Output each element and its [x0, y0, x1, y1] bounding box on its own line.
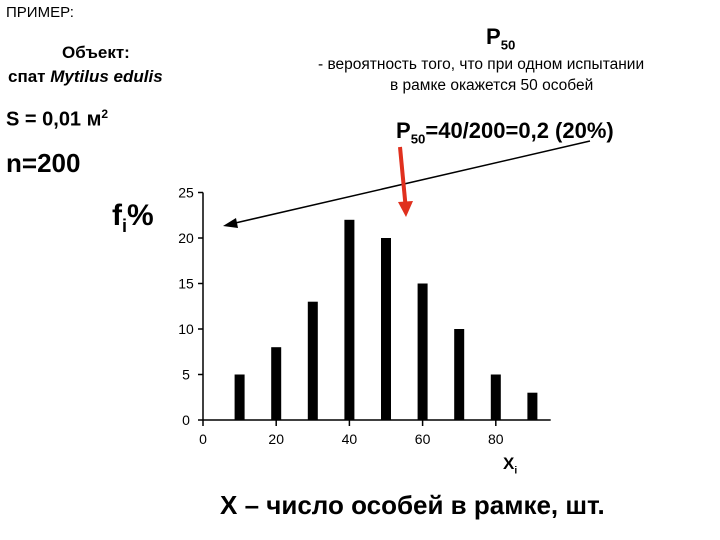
y-tick-label: 20 — [178, 230, 194, 246]
example-label: ПРИМЕР: — [6, 4, 74, 21]
area-sup: 2 — [101, 107, 109, 121]
y-label-sub: i — [122, 216, 128, 236]
species-prefix: спат — [8, 67, 46, 86]
bar — [271, 347, 282, 420]
y-label-main: f — [112, 199, 122, 232]
bar — [234, 374, 245, 420]
pointer-arrowhead — [223, 218, 238, 228]
x-label-main: X — [503, 454, 515, 473]
y-axis-label: fi% — [112, 199, 154, 237]
pointer-line — [230, 140, 591, 225]
bar — [527, 392, 538, 420]
p50-main: Р — [486, 24, 501, 49]
calc-rest: =40/200=0,2 (20%) — [425, 118, 614, 143]
area-main: S = 0,01 м — [6, 108, 102, 131]
bar — [307, 301, 318, 420]
x-axis-label: Xi — [503, 454, 517, 476]
area-label: S = 0,01 м2 — [6, 107, 108, 132]
p50-label: Р50 — [486, 24, 515, 52]
bar — [381, 238, 391, 420]
x-tick-label: 80 — [488, 431, 504, 447]
bar — [454, 329, 465, 420]
n-label: n=200 — [6, 148, 81, 178]
species-name: Mytilus edulis — [50, 67, 163, 86]
x-axis-title: X – число особей в рамке, шт. — [220, 490, 605, 520]
y-tick-label: 25 — [178, 185, 194, 201]
p50-description-line2: в рамке окажется 50 особей — [390, 77, 594, 94]
p50-sub: 50 — [500, 37, 516, 53]
x-tick-label: 20 — [268, 431, 284, 447]
bar — [344, 219, 355, 420]
red-arrow-line — [398, 146, 408, 206]
calc-sub: 50 — [410, 131, 426, 147]
y-tick-label: 10 — [178, 321, 194, 337]
y-tick-label: 0 — [182, 412, 190, 428]
y-tick-label: 5 — [182, 367, 190, 383]
object-label: Объект: — [62, 43, 130, 62]
p50-calculation: Р50=40/200=0,2 (20%) — [396, 118, 614, 146]
x-label-sub: i — [514, 465, 518, 477]
p50-description-line1: - вероятность того, что при одном испыта… — [318, 56, 645, 73]
bar — [417, 283, 428, 420]
calc-prefix: Р — [396, 118, 411, 143]
x-tick-label: 0 — [199, 431, 207, 447]
species-line: спат Mytilus edulis — [8, 67, 163, 87]
y-label-suffix: % — [127, 199, 154, 232]
x-tick-label: 60 — [415, 431, 431, 447]
red-arrowhead — [398, 201, 413, 217]
y-tick-label: 15 — [178, 276, 194, 292]
x-tick-label: 40 — [342, 431, 358, 447]
bar — [490, 374, 501, 420]
